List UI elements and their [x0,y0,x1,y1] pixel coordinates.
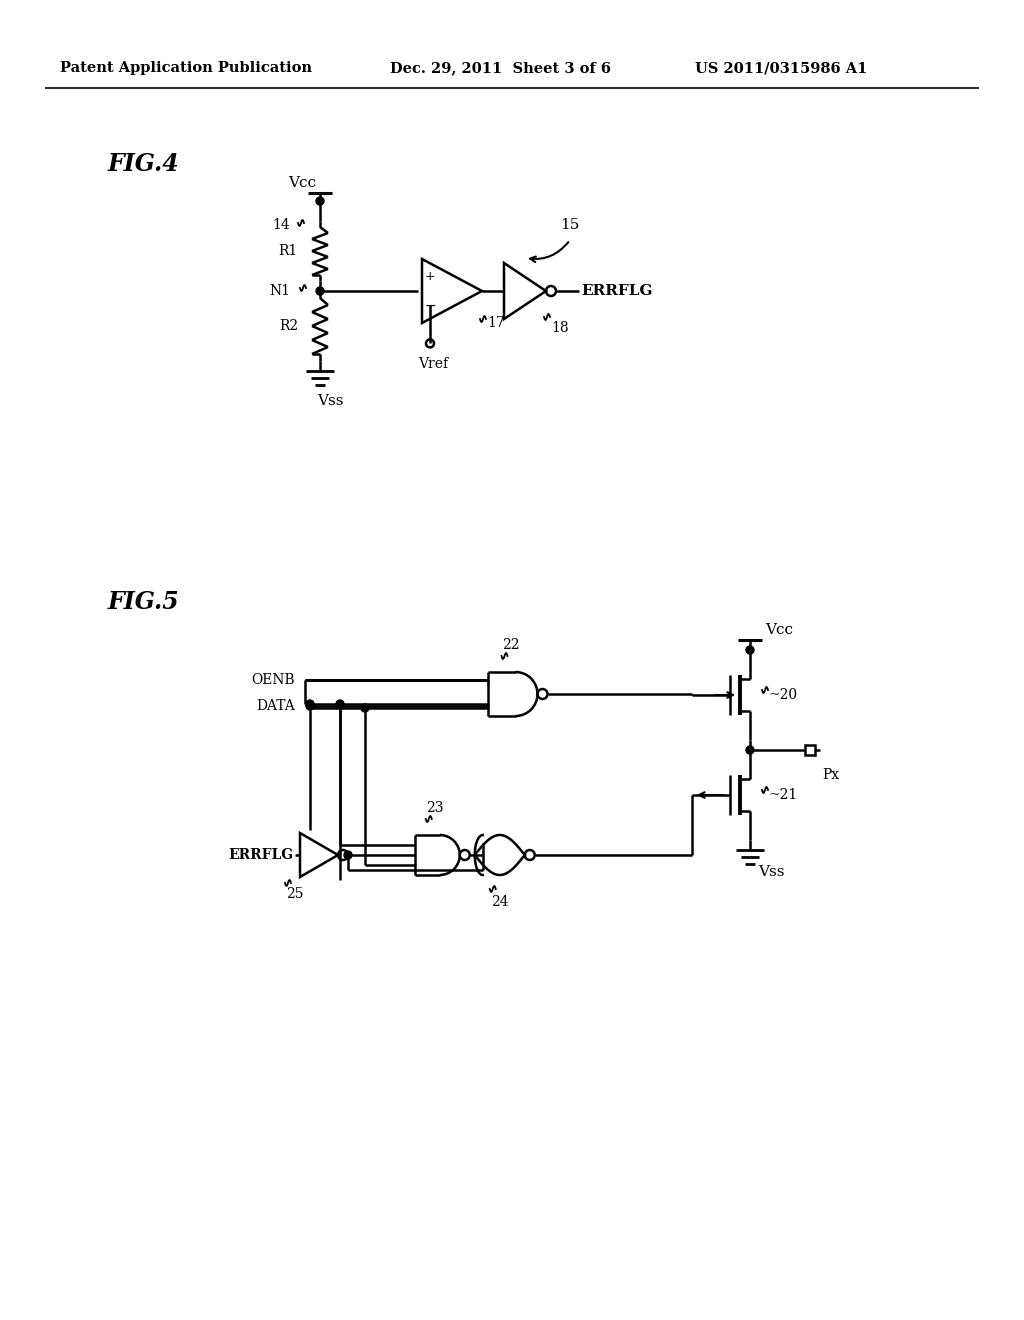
Text: US 2011/0315986 A1: US 2011/0315986 A1 [695,61,867,75]
Text: R2: R2 [279,319,298,333]
Circle shape [316,286,324,294]
Circle shape [336,700,344,708]
Text: N1: N1 [269,284,290,298]
Text: OENB: OENB [251,673,295,686]
Text: Vss: Vss [317,393,343,408]
Text: ~21: ~21 [768,788,798,803]
Text: Dec. 29, 2011  Sheet 3 of 6: Dec. 29, 2011 Sheet 3 of 6 [390,61,611,75]
Text: −: − [424,298,436,313]
Text: DATA: DATA [256,700,295,713]
Text: R1: R1 [279,244,298,257]
Circle shape [344,851,352,859]
Text: 25: 25 [287,887,304,902]
Text: Patent Application Publication: Patent Application Publication [60,61,312,75]
Text: ~20: ~20 [768,688,797,702]
Text: Px: Px [822,768,839,781]
Text: +: + [425,271,435,282]
Text: 22: 22 [502,638,519,652]
Circle shape [746,645,754,653]
Text: 24: 24 [490,895,509,909]
Bar [805,744,815,755]
Text: Vcc: Vcc [288,176,316,190]
Text: ERRFLG: ERRFLG [228,847,293,862]
Circle shape [306,702,314,710]
Text: 14: 14 [272,218,290,232]
Text: 15: 15 [560,218,580,232]
Text: Vref: Vref [418,358,449,371]
Circle shape [306,700,314,708]
Circle shape [316,197,324,205]
Circle shape [746,746,754,754]
Text: 18: 18 [551,321,568,335]
Text: ERRFLG: ERRFLG [581,284,652,298]
Text: Vss: Vss [758,865,784,879]
Text: FIG.5: FIG.5 [108,590,180,614]
Text: FIG.4: FIG.4 [108,152,180,176]
Text: Vcc: Vcc [765,623,793,638]
Text: 23: 23 [426,801,443,814]
Circle shape [361,704,369,711]
Text: 17: 17 [487,315,505,330]
